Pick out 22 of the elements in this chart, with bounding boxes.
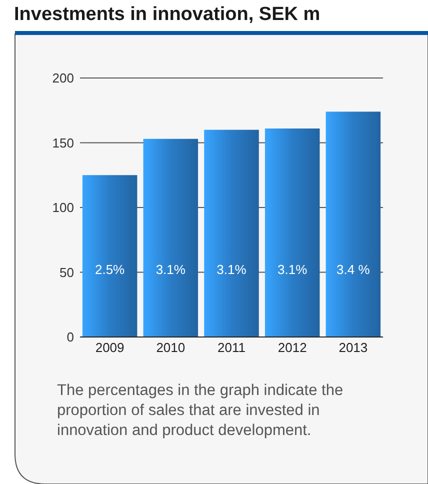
x-tick-label: 2013 [338, 340, 368, 355]
bar [264, 128, 320, 337]
y-tick-label: 50 [60, 264, 74, 280]
bar [82, 175, 138, 337]
x-tick-label: 2009 [95, 340, 124, 355]
y-tick-label: 0 [66, 330, 74, 344]
x-tick-label: 2012 [278, 340, 307, 355]
annotation: 3.1% [156, 262, 186, 277]
bar [204, 130, 259, 337]
annotation: 3.4 % [336, 262, 370, 277]
y-tick-label: 100 [52, 200, 74, 215]
bar [143, 138, 198, 337]
chart-title: Investments in innovation, SEK m [14, 4, 320, 25]
annotation: 2.5% [94, 262, 126, 277]
x-tick-label: 2011 [218, 340, 246, 355]
y-tick-label: 150 [52, 135, 74, 150]
annotation: 3.1% [278, 262, 308, 277]
bar [326, 112, 381, 337]
annotation: 3.1% [216, 262, 247, 277]
x-tick-label: 2010 [156, 340, 186, 355]
text: The percentages in the graph indicate the proportion of sales that are invested in innovation and product development. [57, 382, 344, 439]
y-tick-label: 200 [52, 70, 74, 86]
